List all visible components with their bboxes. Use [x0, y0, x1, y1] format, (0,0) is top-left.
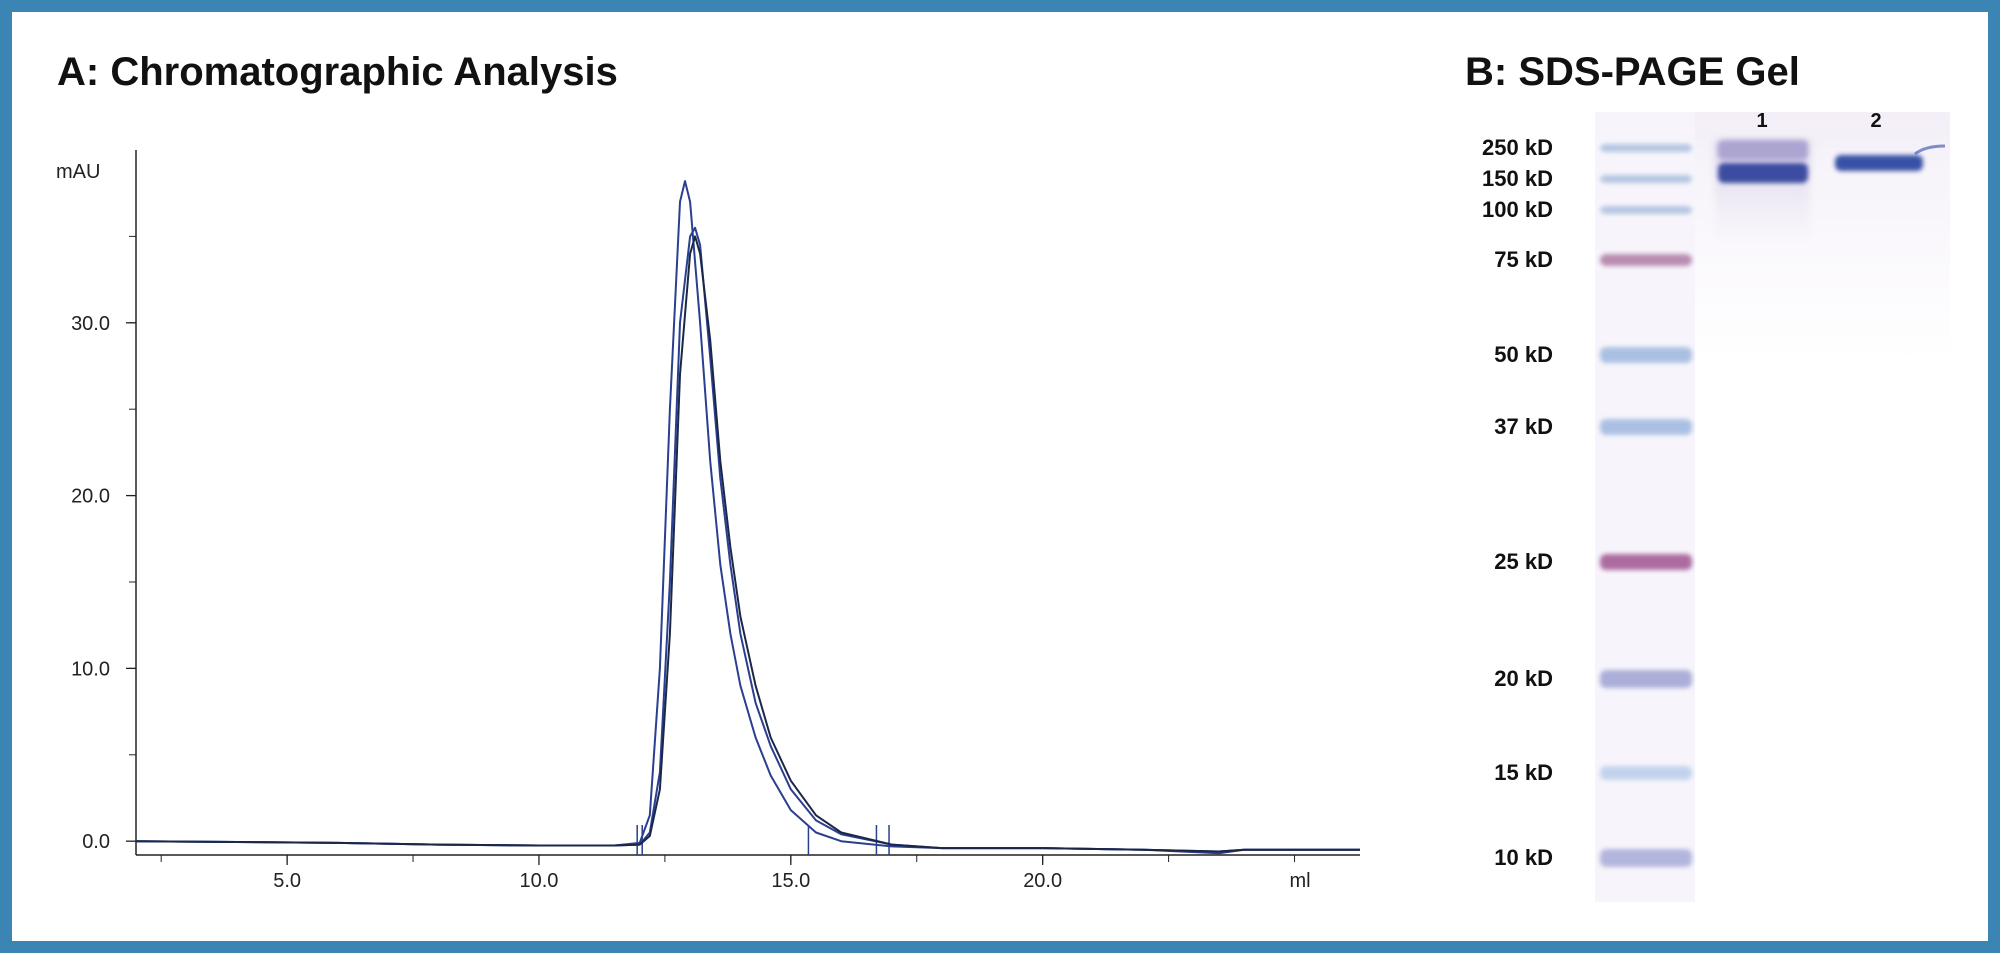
ladder-band [1600, 347, 1692, 363]
marker-label: 25 kD [1494, 549, 1553, 574]
marker-label: 100 kD [1482, 197, 1553, 222]
ladder-lane [1595, 112, 1695, 902]
marker-labels: 250 kD 150 kD 100 kD 75 kD 50 kD 37 kD 25 kD 20… [1482, 135, 1553, 870]
ladder-band [1600, 175, 1692, 183]
x-tick-label: 10.0 [519, 870, 558, 892]
y-axis-label: mAU [56, 161, 100, 183]
ladder-band [1600, 254, 1692, 266]
chromatogram-series [135, 180, 1360, 855]
lane-1-main-band [1718, 163, 1808, 183]
y-tick-label: 10.0 [71, 658, 110, 680]
lane-2-main-band [1835, 155, 1923, 171]
lane-2-artifact [1914, 144, 1946, 156]
ladder-band [1600, 144, 1692, 152]
y-tick-label: 0.0 [82, 831, 110, 853]
ladder-band [1600, 849, 1692, 867]
ladder-band [1600, 419, 1692, 435]
ladder-band [1600, 670, 1692, 688]
lane-label: 2 [1870, 110, 1881, 132]
ladder-band [1600, 554, 1692, 570]
lane-label: 1 [1756, 110, 1767, 132]
ladder-band [1600, 206, 1692, 214]
x-tick-label: 5.0 [273, 870, 301, 892]
y-tick-label: 20.0 [71, 486, 110, 508]
x-tick-label: 15.0 [771, 870, 810, 892]
ladder-band [1600, 766, 1692, 780]
chromatogram-labels: 5.0 10.0 15.0 20.0 0.0 10.0 20.0 30.0 mAU ml [56, 161, 1311, 892]
marker-label: 15 kD [1494, 760, 1553, 785]
sample-lanes [1715, 140, 1946, 240]
marker-label: 10 kD [1494, 845, 1553, 870]
chromatogram-trace-3 [135, 235, 1360, 853]
marker-label: 250 kD [1482, 135, 1553, 160]
marker-label: 150 kD [1482, 166, 1553, 191]
panel-b-title: B: SDS-PAGE Gel [1465, 50, 1800, 94]
marker-label: 50 kD [1494, 342, 1553, 367]
ladder-bands [1600, 144, 1692, 867]
marker-label: 37 kD [1494, 414, 1553, 439]
x-axis-label: ml [1289, 870, 1310, 892]
y-tick-label: 30.0 [71, 313, 110, 335]
marker-label: 75 kD [1494, 247, 1553, 272]
panel-a-title: A: Chromatographic Analysis [57, 50, 618, 94]
marker-label: 20 kD [1494, 666, 1553, 691]
lane-1-upper-band [1718, 140, 1808, 160]
x-tick-label: 20.0 [1023, 870, 1062, 892]
chromatogram-axes [126, 150, 1360, 865]
